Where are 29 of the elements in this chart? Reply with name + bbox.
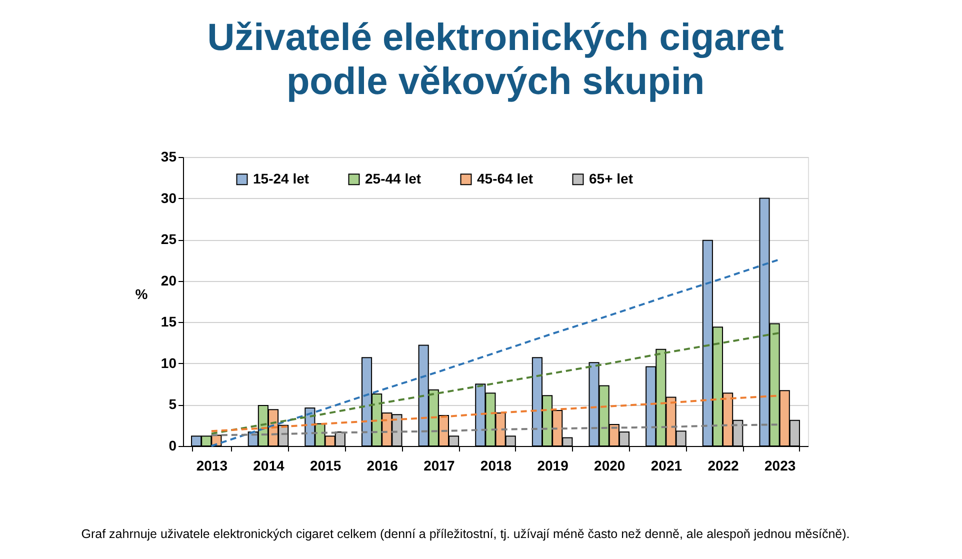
y-tick-label: 0 — [168, 438, 177, 454]
legend-label: 45-64 let — [477, 170, 534, 186]
x-tick-label: 2020 — [594, 458, 626, 474]
x-tick-label: 2014 — [253, 458, 285, 474]
y-tick-label: 20 — [160, 272, 177, 288]
y-tick-label: 25 — [160, 231, 177, 248]
y-tick-label: 10 — [160, 354, 177, 371]
text: Uživatelé elektronických cigaret — [207, 17, 784, 59]
line-series — [210, 332, 781, 435]
text: podle věkových skupin — [286, 61, 705, 103]
text: Graf zahrnuje uživatele elektronických cigaret celkem (denní a příležitostní, tj. užívají méně často než denně, ale alespoň jednou měsíčně). — [81, 527, 850, 541]
legend-label: 65+ let — [589, 170, 634, 186]
y-tick-label: 15 — [160, 314, 177, 330]
x-tick-label: 2018 — [480, 458, 512, 474]
x-tick-label: 2021 — [650, 458, 682, 474]
legend-label: 15-24 let — [253, 170, 310, 186]
x-tick-label: 2022 — [708, 458, 740, 474]
line-series — [210, 258, 781, 447]
x-tick-label: 2019 — [537, 458, 569, 474]
y-tick-label: 35 — [160, 148, 177, 164]
x-tick-label: 2017 — [424, 458, 455, 474]
x-tick-label: 2013 — [196, 458, 228, 474]
x-tick-label: 2015 — [310, 458, 342, 474]
y-tick-label: 5 — [168, 396, 177, 412]
y-axis-title: % — [135, 286, 148, 302]
x-tick-label: 2016 — [366, 458, 398, 474]
y-tick-label: 30 — [160, 190, 177, 206]
x-tick-label: 2023 — [764, 458, 796, 474]
legend-label: 25-44 let — [365, 170, 422, 186]
